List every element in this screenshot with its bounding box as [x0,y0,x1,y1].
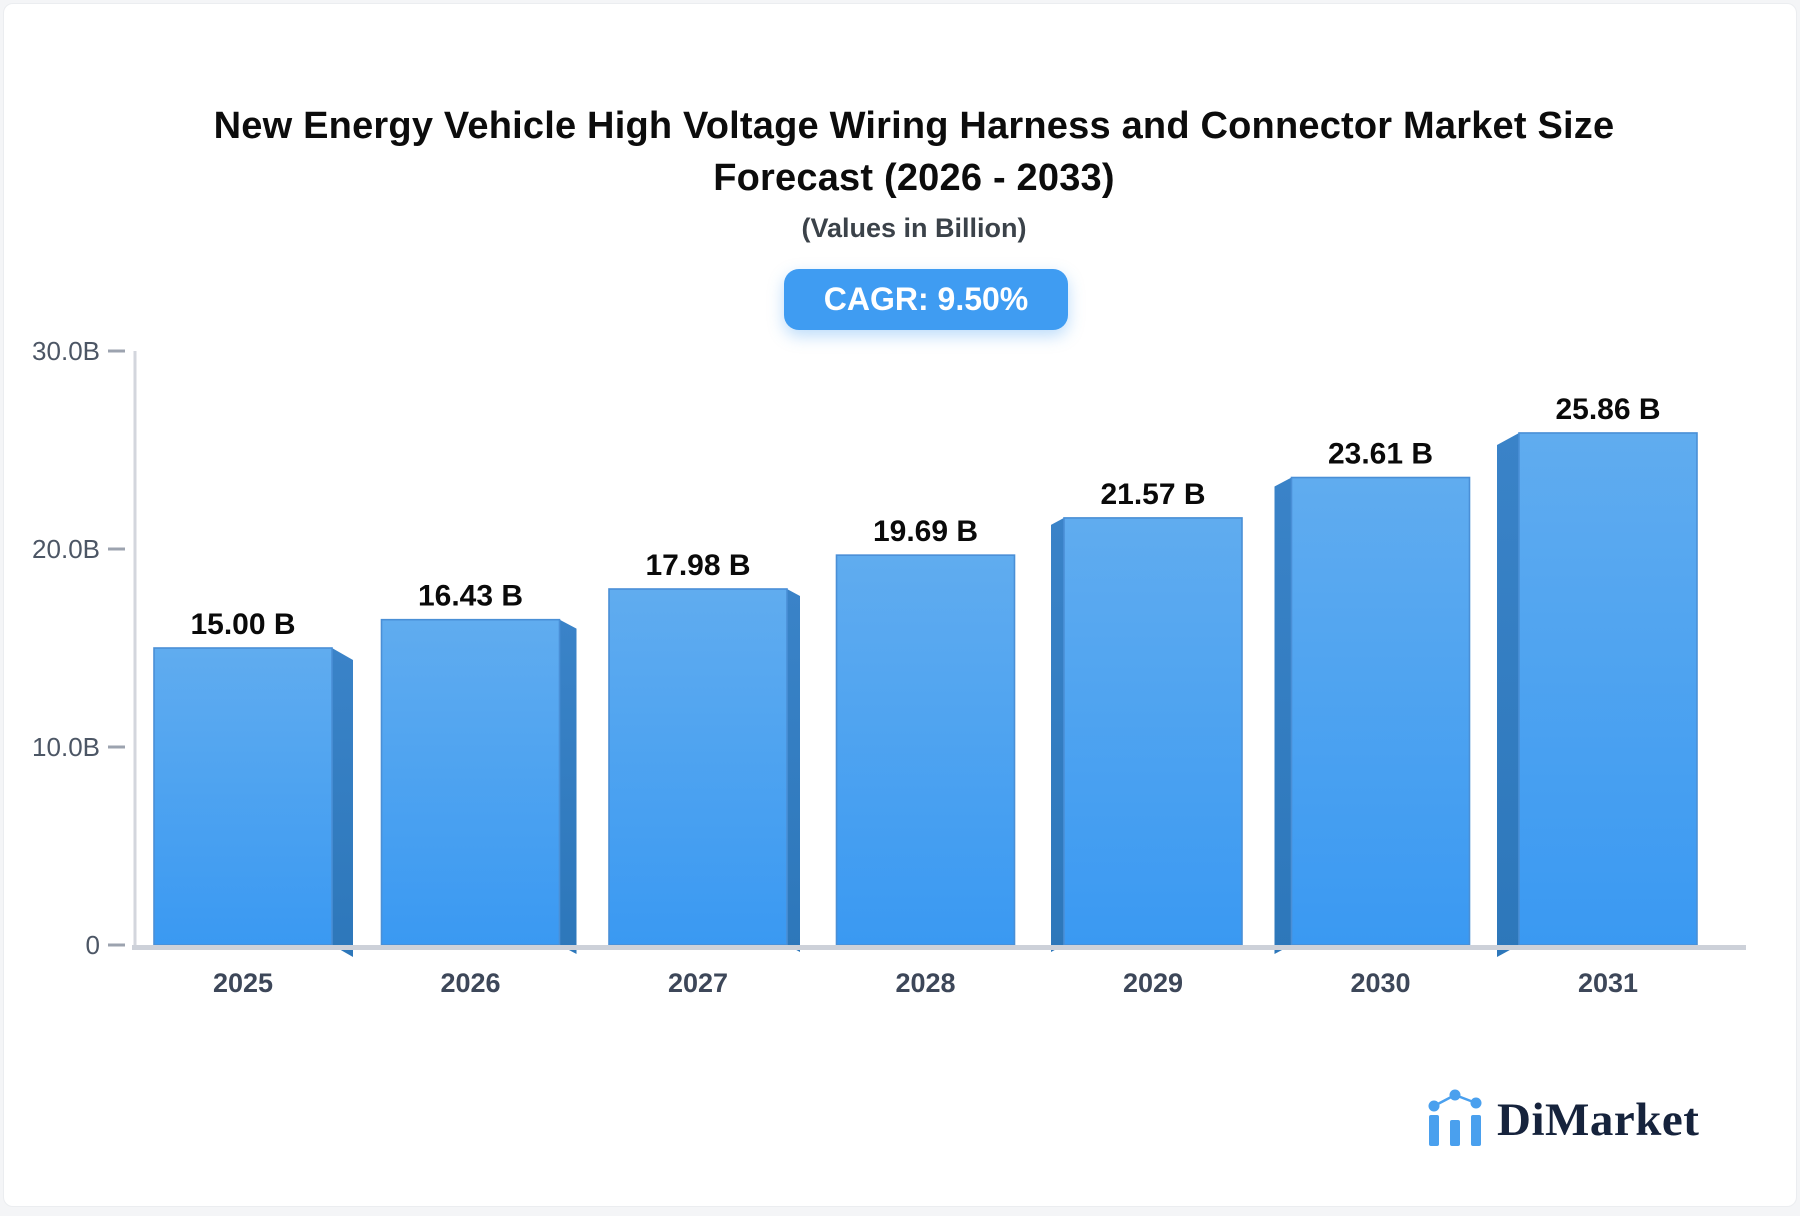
bar-value-label: 23.61 B [1328,438,1433,471]
bar-side-face [787,588,800,952]
bar-value-label: 25.86 B [1555,393,1660,426]
brand-logo: DiMarket [1426,1082,1699,1146]
y-axis-tick-label: 10.0B [32,732,100,762]
y-axis-tick-label: 30.0B [32,336,100,366]
bar-group: 19.69 B [835,515,1016,946]
bar-value-label: 19.69 B [873,515,978,548]
chart-subtitle: (Values in Billion) [801,213,1027,243]
bar-front-face [1518,432,1698,946]
chart-title-line2: Forecast (2026 - 2033) [713,157,1115,199]
bar-side-face [1051,517,1064,952]
y-axis-tick-label: 20.0B [32,534,100,564]
bar-value-label: 16.43 B [418,580,523,613]
bar-side-face [1274,477,1292,954]
bar-front-face [153,647,333,946]
x-axis-label: 2028 [895,968,955,998]
bar-group: 16.43 B [380,580,577,954]
x-axis-label: 2031 [1578,968,1638,998]
bar-group: 17.98 B [608,549,800,952]
chart-header: New Energy Vehicle High Voltage Wiring H… [14,100,1800,330]
x-axis-label: 2026 [440,968,500,998]
bar-front-face [608,588,788,946]
bar-group: 25.86 B [1497,393,1698,957]
bar-front-face [1290,476,1471,946]
bar-side-face [1497,432,1519,957]
bar-side-face [332,648,353,957]
brand-logo-icon [1428,1089,1482,1146]
x-axis-label: 2027 [668,968,728,998]
bar-front-face [835,554,1016,946]
x-axis-label: 2025 [213,968,273,998]
bar-front-face [380,618,561,946]
bar-value-label: 15.00 B [190,608,295,641]
bar-group: 15.00 B [153,608,353,957]
chart-card: New Energy Vehicle High Voltage Wiring H… [3,3,1797,1207]
bar-chart: 30.0B 20.0B 10.0B 0 15.00 B 2025 16.43 B 2026 17… [32,336,1746,998]
bar-value-label: 21.57 B [1100,478,1205,511]
bar-side-face [559,619,577,954]
chart-title-line1: New Energy Vehicle High Voltage Wiring H… [213,105,1615,147]
cagr-badge: CAGR: 9.50% [783,269,1069,330]
bar-group: 21.57 B [1051,478,1243,952]
bar-group: 23.61 B [1274,438,1471,954]
x-axis-label: 2029 [1123,968,1183,998]
bar-front-face [1063,517,1243,946]
brand-logo-text: DiMarket [1497,1094,1700,1146]
x-axis-label: 2030 [1350,968,1410,998]
bar-value-label: 17.98 B [645,549,750,582]
y-axis-tick-label: 0 [86,930,100,960]
